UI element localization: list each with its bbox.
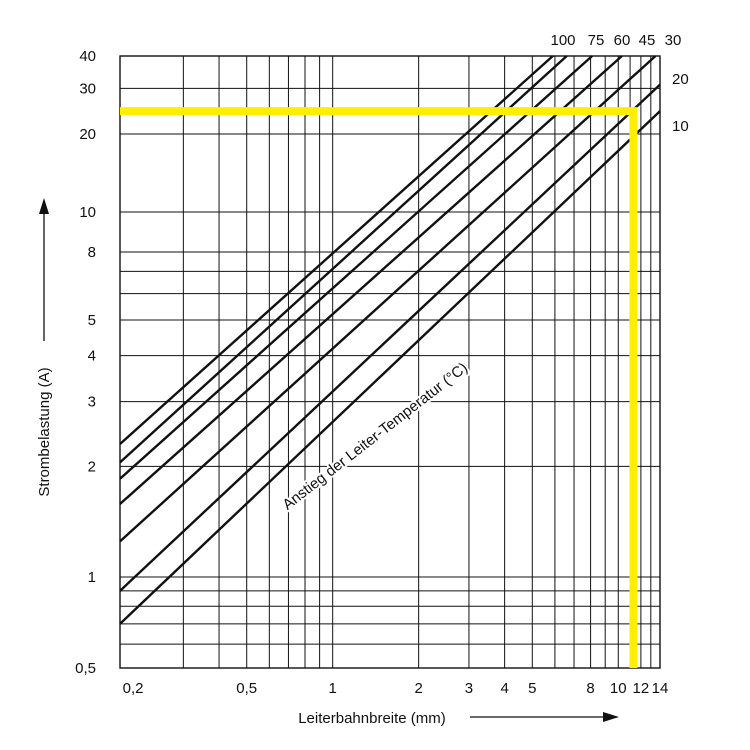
grid-lines	[120, 56, 660, 668]
x-tick-label: 2	[414, 680, 422, 697]
series-labels: 100 75 60 45 30 20 10	[550, 32, 688, 135]
x-tick-label: 5	[528, 680, 536, 697]
x-tick-label: 14	[652, 680, 669, 697]
x-tick-label: 8	[586, 680, 594, 697]
series-line-10	[119, 110, 661, 625]
series-label-100: 100	[550, 32, 575, 49]
y-tick-label: 8	[88, 244, 96, 261]
series-label-10: 10	[672, 118, 689, 135]
x-axis-arrow	[470, 712, 619, 722]
highlight-lines	[120, 107, 638, 668]
x-tick-label: 12	[633, 680, 650, 697]
y-tick-label: 40	[79, 48, 96, 65]
y-axis-arrow	[39, 198, 49, 341]
y-tick-label: 30	[79, 80, 96, 97]
x-axis-title: Leiterbahnbreite (mm)	[298, 710, 446, 727]
x-tick-label: 10	[610, 680, 627, 697]
y-tick-labels: 0,5 1 2 3 4 5 8 10 20 30 40	[75, 48, 96, 677]
y-tick-label: 1	[88, 569, 96, 586]
x-tick-label: 1	[329, 680, 337, 697]
series-line-45	[119, 55, 623, 505]
y-tick-label: 5	[88, 312, 96, 329]
series-line-30	[119, 55, 657, 543]
x-tick-labels: 0,2 0,5 1 2 3 4 5 8 10 12 14	[123, 680, 669, 697]
y-tick-label: 3	[88, 394, 96, 411]
series-label-20: 20	[672, 71, 689, 88]
y-axis-title: Strombelastung (A)	[36, 367, 53, 496]
series-label-60: 60	[614, 32, 631, 49]
x-tick-label: 0,5	[236, 680, 257, 697]
series-line-75	[119, 55, 568, 464]
y-tick-label: 2	[88, 458, 96, 475]
series-line-100	[119, 55, 554, 445]
y-tick-label: 0,5	[75, 660, 96, 677]
plot-frame	[119, 55, 661, 669]
series-label-45: 45	[639, 32, 656, 49]
series-line-20	[119, 83, 661, 592]
series-line-60	[119, 55, 593, 480]
series-label-75: 75	[588, 32, 605, 49]
x-tick-label: 3	[465, 680, 473, 697]
x-tick-label: 4	[500, 680, 508, 697]
series-lines	[119, 55, 661, 625]
series-label-30: 30	[665, 32, 682, 49]
y-tick-label: 4	[88, 348, 96, 365]
x-tick-label: 0,2	[123, 680, 144, 697]
y-tick-label: 20	[79, 126, 96, 143]
y-tick-label: 10	[79, 204, 96, 221]
